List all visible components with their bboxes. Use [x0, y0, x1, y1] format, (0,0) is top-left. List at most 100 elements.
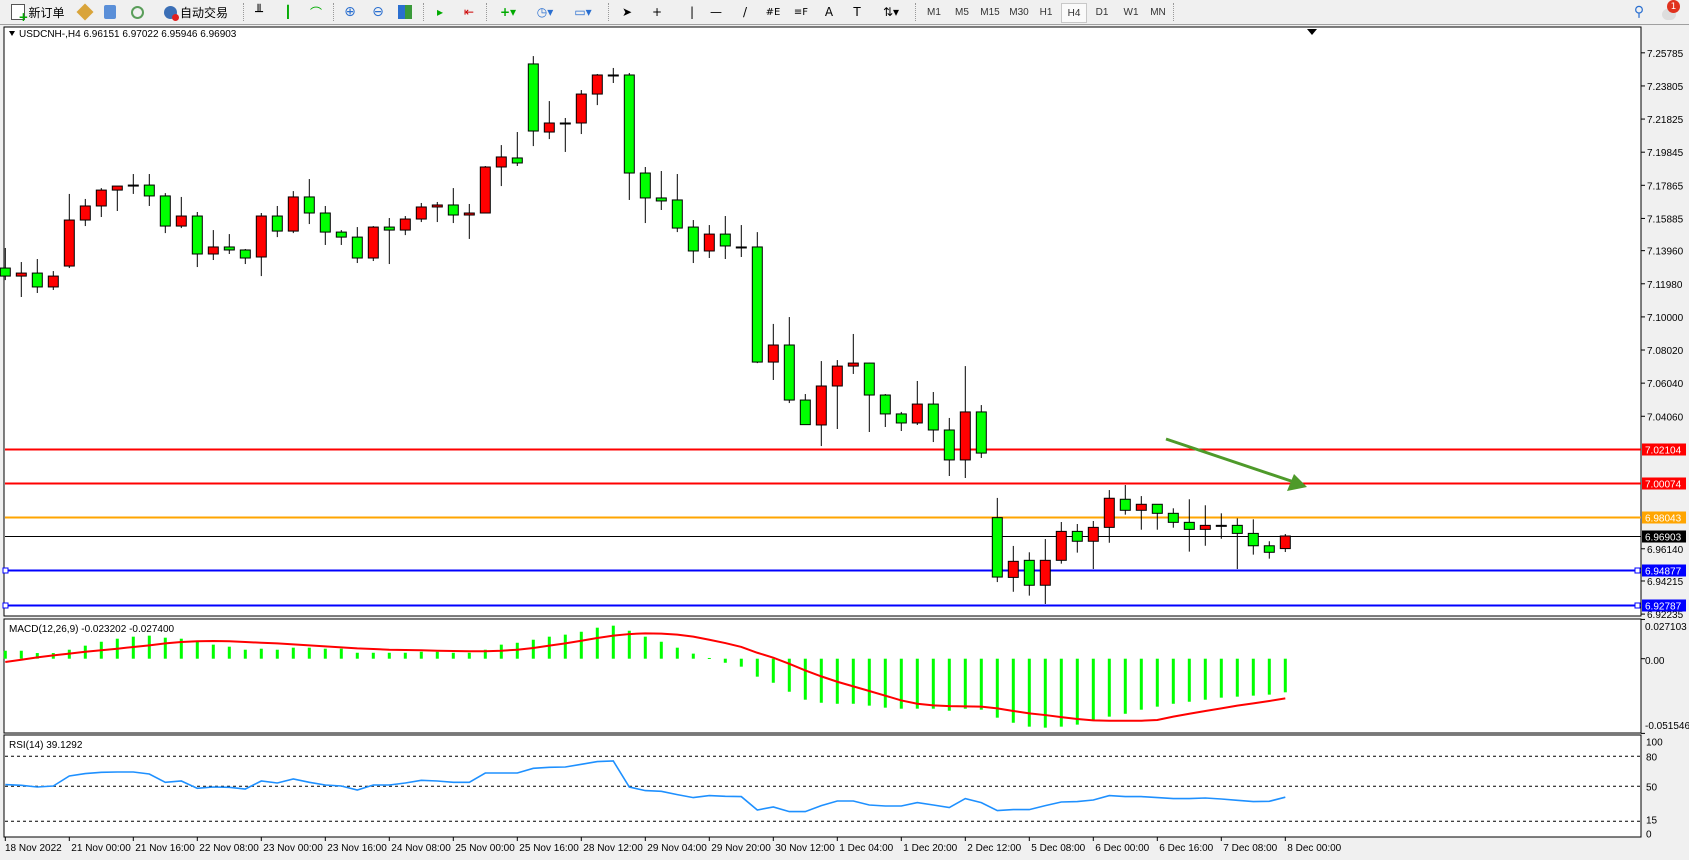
price-panel[interactable]	[3, 26, 1642, 617]
candle[interactable]	[479, 165, 491, 214]
channel-icon[interactable]: #E	[765, 6, 781, 18]
templates-dropdown[interactable]: ▭▾	[574, 5, 592, 19]
periods-dropdown[interactable]: ◷▾	[536, 5, 554, 19]
candle[interactable]	[959, 366, 971, 479]
candle[interactable]	[1167, 508, 1179, 528]
timeframe-m1[interactable]: M1	[927, 6, 941, 18]
timeframe-h4[interactable]: H4	[1061, 3, 1087, 23]
line-chart-icon[interactable]: ⌒	[309, 5, 322, 20]
fibonacci-icon[interactable]: ≡F	[793, 6, 809, 18]
candle[interactable]	[991, 497, 1003, 583]
candle[interactable]	[287, 191, 299, 234]
search-icon[interactable]: ⚲	[1633, 4, 1645, 20]
candle[interactable]	[767, 323, 779, 380]
new-order-button[interactable]: + 新订单	[6, 3, 70, 23]
candle[interactable]	[1103, 490, 1115, 543]
text-icon[interactable]: A	[824, 5, 834, 19]
indicators-dropdown[interactable]: +▾	[499, 5, 517, 19]
candle[interactable]	[47, 271, 59, 290]
candle[interactable]	[175, 196, 187, 229]
zoom-in-icon[interactable]: ⊕	[344, 4, 356, 20]
chart-shift-icon[interactable]: ▸	[436, 5, 444, 19]
candle[interactable]	[463, 203, 475, 239]
candle[interactable]	[1231, 518, 1243, 570]
candle[interactable]	[367, 226, 379, 262]
line-handle-right[interactable]	[1634, 602, 1641, 609]
candle[interactable]	[591, 73, 603, 106]
candle[interactable]	[431, 201, 443, 223]
candle[interactable]	[1007, 545, 1019, 592]
candlestick-chart-icon[interactable]: ┃	[284, 5, 292, 19]
candle[interactable]	[719, 216, 731, 260]
candle[interactable]	[271, 205, 283, 238]
candle[interactable]	[1215, 513, 1227, 539]
candle[interactable]	[111, 185, 123, 211]
candle[interactable]	[527, 56, 539, 147]
candle[interactable]	[207, 230, 219, 261]
candle[interactable]	[95, 188, 107, 218]
candle[interactable]	[351, 227, 363, 264]
candle[interactable]	[1263, 541, 1275, 559]
arrows-dropdown[interactable]: ⇅▾	[882, 5, 900, 19]
candle[interactable]	[1247, 519, 1259, 555]
candle[interactable]	[1119, 485, 1131, 515]
notifications-button[interactable]: 1	[1658, 0, 1680, 21]
candle[interactable]	[255, 213, 267, 277]
candle[interactable]	[239, 248, 251, 265]
navigator-icon[interactable]	[101, 3, 119, 21]
line-handle-left[interactable]	[2, 567, 9, 574]
candle[interactable]	[335, 230, 347, 245]
line-handle-right[interactable]	[1634, 567, 1641, 574]
candle[interactable]	[655, 171, 667, 210]
candle[interactable]	[943, 417, 955, 477]
signal-icon[interactable]	[128, 3, 146, 21]
candle[interactable]	[751, 232, 763, 364]
candle[interactable]	[1183, 499, 1195, 552]
trendline-icon[interactable]: /	[742, 5, 748, 19]
chart-shift-marker-icon[interactable]	[1307, 29, 1317, 35]
candle[interactable]	[847, 333, 859, 374]
market-watch-icon[interactable]	[76, 3, 94, 21]
candle[interactable]	[607, 67, 619, 84]
candle[interactable]	[0, 247, 11, 281]
candle[interactable]	[879, 394, 891, 427]
candle[interactable]	[63, 193, 75, 269]
timeframe-d1[interactable]: D1	[1095, 6, 1109, 18]
candle[interactable]	[399, 216, 411, 236]
line-handle-left[interactable]	[2, 602, 9, 609]
timeframe-w1[interactable]: W1	[1123, 6, 1139, 18]
candle[interactable]	[543, 101, 555, 140]
candle[interactable]	[303, 179, 315, 225]
candle[interactable]	[671, 174, 683, 233]
candle[interactable]	[863, 362, 875, 433]
candle[interactable]	[383, 218, 395, 265]
candle[interactable]	[975, 405, 987, 458]
cursor-icon[interactable]: ➤	[621, 5, 633, 19]
timeframe-m30[interactable]: M30	[1009, 6, 1029, 18]
autoscroll-icon[interactable]: ⇤	[463, 5, 475, 19]
candle[interactable]	[559, 117, 571, 152]
candle[interactable]	[447, 188, 459, 224]
candle[interactable]	[15, 262, 27, 297]
candle[interactable]	[1199, 505, 1211, 546]
candle[interactable]	[1087, 521, 1099, 570]
candle[interactable]	[735, 225, 747, 258]
candle[interactable]	[191, 212, 203, 268]
autotrade-button[interactable]: 自动交易	[155, 3, 237, 21]
candle[interactable]	[79, 198, 91, 227]
candle[interactable]	[1279, 534, 1291, 553]
candle[interactable]	[1071, 524, 1083, 553]
candle[interactable]	[703, 225, 715, 259]
candle[interactable]	[687, 220, 699, 264]
candle[interactable]	[1055, 522, 1067, 564]
candle[interactable]	[415, 202, 427, 223]
candle[interactable]	[127, 174, 139, 194]
crosshair-icon[interactable]: +	[651, 5, 663, 19]
zoom-out-icon[interactable]: ⊖	[372, 4, 384, 20]
candle[interactable]	[575, 90, 587, 135]
candle[interactable]	[783, 317, 795, 404]
horizontal-line-icon[interactable]: —	[710, 5, 722, 19]
candle[interactable]	[223, 234, 235, 254]
text-label-icon[interactable]: T	[853, 5, 861, 19]
candle[interactable]	[895, 411, 907, 431]
